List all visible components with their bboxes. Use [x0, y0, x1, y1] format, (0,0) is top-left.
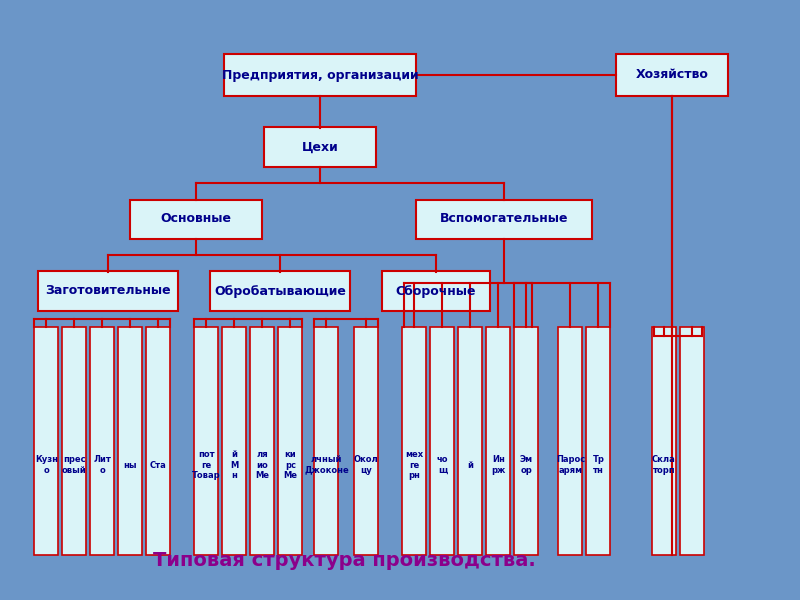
FancyBboxPatch shape — [194, 327, 218, 555]
Text: й
М
н: й М н — [230, 450, 238, 480]
Text: й: й — [467, 461, 474, 469]
FancyBboxPatch shape — [146, 327, 170, 555]
Text: Скла
торп: Скла торп — [652, 455, 676, 475]
FancyBboxPatch shape — [222, 327, 246, 555]
Text: Эм
ор: Эм ор — [520, 455, 533, 475]
FancyBboxPatch shape — [652, 327, 676, 555]
Text: Вспомогательные: Вспомогательные — [440, 212, 568, 226]
FancyBboxPatch shape — [558, 327, 582, 555]
Text: ки
рс
Ме: ки рс Ме — [283, 450, 298, 480]
Text: Кузн
о: Кузн о — [35, 455, 58, 475]
FancyBboxPatch shape — [90, 327, 114, 555]
FancyBboxPatch shape — [38, 271, 178, 311]
Text: Тр
тн: Тр тн — [593, 455, 604, 475]
Text: Типовая структура производства.: Типовая структура производства. — [153, 551, 535, 571]
Text: Сборочные: Сборочные — [396, 284, 476, 298]
Text: Заготовительные: Заготовительные — [45, 284, 171, 298]
FancyBboxPatch shape — [264, 127, 376, 166]
FancyBboxPatch shape — [314, 327, 338, 555]
Text: Парос
арям: Парос арям — [556, 455, 585, 475]
Text: Обробатывающие: Обробатывающие — [214, 284, 346, 298]
FancyBboxPatch shape — [458, 327, 482, 555]
Text: ля
ио
Ме: ля ио Ме — [255, 450, 270, 480]
Text: Ста: Ста — [150, 461, 166, 469]
Text: Хозяйство: Хозяйство — [635, 68, 709, 82]
FancyBboxPatch shape — [486, 327, 510, 555]
Text: Основные: Основные — [161, 212, 231, 226]
FancyBboxPatch shape — [382, 271, 490, 311]
Text: Лит
о: Лит о — [94, 455, 111, 475]
FancyBboxPatch shape — [616, 54, 728, 96]
FancyBboxPatch shape — [514, 327, 538, 555]
FancyBboxPatch shape — [250, 327, 274, 555]
Text: чо
щ: чо щ — [437, 455, 448, 475]
FancyBboxPatch shape — [278, 327, 302, 555]
Text: ны: ны — [124, 461, 137, 469]
FancyBboxPatch shape — [416, 199, 592, 238]
FancyBboxPatch shape — [354, 327, 378, 555]
FancyBboxPatch shape — [34, 327, 58, 555]
Text: пот
ге
Товар: пот ге Товар — [192, 450, 221, 480]
FancyBboxPatch shape — [62, 327, 86, 555]
FancyBboxPatch shape — [130, 199, 262, 238]
Text: Предприятия, организации: Предприятия, организации — [222, 68, 418, 82]
FancyBboxPatch shape — [430, 327, 454, 555]
Text: Цехи: Цехи — [302, 140, 338, 154]
Text: Ин
рж: Ин рж — [491, 455, 506, 475]
FancyBboxPatch shape — [224, 54, 416, 96]
Text: прес
овый: прес овый — [62, 455, 86, 475]
Text: лчный
Джоконе: лчный Джоконе — [304, 455, 349, 475]
Text: мех
ге
рн: мех ге рн — [406, 450, 423, 480]
FancyBboxPatch shape — [402, 327, 426, 555]
FancyBboxPatch shape — [210, 271, 350, 311]
FancyBboxPatch shape — [680, 327, 704, 555]
Text: Окол
цу: Окол цу — [354, 455, 378, 475]
FancyBboxPatch shape — [118, 327, 142, 555]
FancyBboxPatch shape — [586, 327, 610, 555]
